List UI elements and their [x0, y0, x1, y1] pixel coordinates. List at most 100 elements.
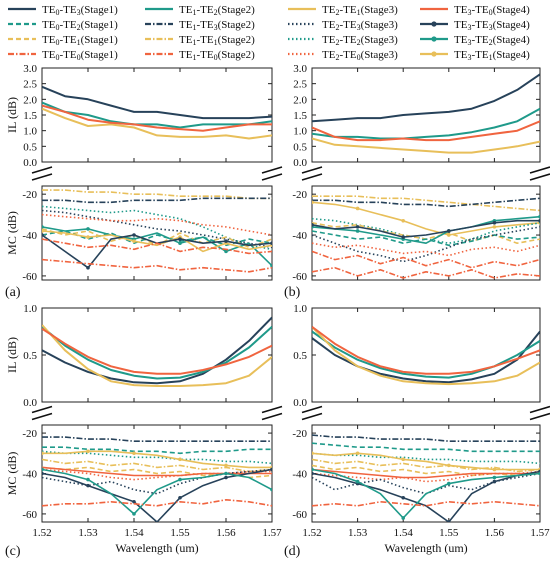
- legend-label-part: -TE: [196, 49, 213, 61]
- series-point: [132, 512, 136, 516]
- y-tick-label: 0.5: [293, 350, 307, 362]
- series-group: [312, 434, 540, 522]
- series-line: [312, 242, 540, 257]
- legend-label: TE2-TE1(Stage3): [322, 4, 398, 17]
- il-subplot: 0.0 0.5 1.0 1.5 2.0 2.5 3.0: [293, 63, 541, 169]
- legend-label-part: (Stage2): [218, 49, 256, 61]
- legend-label-part: TE: [322, 4, 336, 16]
- panel-label: (c): [5, 544, 21, 559]
- series-line: [312, 458, 540, 473]
- legend-label-part: 0: [55, 38, 59, 47]
- legend-label: TE0-TE1(Stage1): [42, 34, 118, 47]
- y-tick-label: 1.0: [293, 303, 307, 315]
- legend-label: TE3-TE2(Stage4): [454, 34, 530, 47]
- legend-label-part: (Stage4): [493, 49, 531, 61]
- series-line: [42, 446, 272, 455]
- y-axis-label: IL (dB): [5, 97, 19, 133]
- series-line: [312, 107, 540, 140]
- legend-label: TE0-TE2(Stage1): [42, 19, 118, 32]
- legend-label-part: TE: [42, 34, 56, 46]
- panel-label: (a): [5, 285, 21, 300]
- legend-label-part: 2: [214, 8, 218, 17]
- series-line: [42, 104, 272, 132]
- axis-break-line: [261, 412, 283, 421]
- axis-break-line: [261, 173, 283, 181]
- series-line: [312, 137, 540, 154]
- series-line: [42, 327, 272, 375]
- series-point: [270, 467, 272, 472]
- legend-label-part: 1: [192, 23, 196, 32]
- legend-label-part: TE: [454, 34, 468, 46]
- series-point: [42, 233, 44, 237]
- legend-label-part: 2: [335, 8, 339, 17]
- legend-label-part: -TE: [196, 19, 213, 31]
- legend-entry: TE0-TE2(Stage1): [8, 19, 118, 32]
- series-point: [132, 233, 136, 237]
- legend-label-part: -TE: [471, 49, 488, 61]
- series-point: [492, 225, 497, 229]
- legend-label-part: -TE: [196, 34, 213, 46]
- x-tick-label: 1.54: [124, 527, 144, 539]
- panel-label: (d): [284, 544, 301, 559]
- series-group: [42, 436, 272, 522]
- series-point: [492, 467, 497, 472]
- legend-label-part: -TE: [339, 19, 356, 31]
- series-point: [224, 239, 228, 243]
- axes-frame: [41, 185, 273, 281]
- legend-label-part: (Stage2): [218, 34, 256, 46]
- axis-break-line: [31, 173, 53, 181]
- legend-label: TE0-TE0(Stage1): [42, 49, 118, 62]
- legend-label-part: (Stage3): [361, 19, 399, 31]
- legend-label-part: 0: [55, 53, 59, 62]
- legend-label-part: (Stage3): [361, 4, 399, 16]
- legend-label-part: 2: [335, 23, 339, 32]
- y-tick-label: 1.5: [23, 110, 37, 122]
- legend-label-part: (Stage4): [493, 34, 531, 46]
- series-line: [42, 85, 272, 120]
- axis-break-line: [529, 405, 550, 414]
- legend-entry: TE1-TE2(Stage2): [145, 4, 255, 17]
- series-point: [178, 477, 182, 482]
- series-line: [42, 107, 272, 140]
- series-line: [42, 466, 272, 477]
- y-tick-label: -40: [22, 469, 37, 481]
- legend-label-part: (Stage3): [361, 34, 399, 46]
- y-tick-label: -40: [292, 230, 307, 242]
- legend-label-part: 2: [335, 38, 339, 47]
- axis-break-mark: [529, 166, 550, 181]
- legend-label-part: 1: [214, 38, 218, 47]
- legend-label-part: 3: [467, 23, 471, 32]
- series-line: [312, 468, 540, 479]
- legend-label-part: (Stage2): [218, 19, 256, 31]
- legend-label-part: -TE: [339, 4, 356, 16]
- series-point: [86, 235, 90, 239]
- y-tick-label: -60: [292, 271, 307, 283]
- y-tick-label: -60: [22, 509, 37, 521]
- legend-label-part: -TE: [471, 4, 488, 16]
- panel-label: (b): [284, 285, 301, 300]
- legend-label: TE2-TE3(Stage3): [322, 19, 398, 32]
- y-tick-label: 2.5: [293, 79, 307, 91]
- axis-break-line: [529, 412, 550, 421]
- series-line: [42, 258, 272, 273]
- legend-label-part: TE: [42, 19, 56, 31]
- series-line: [42, 450, 272, 469]
- legend-label-part: TE: [454, 19, 468, 31]
- series-point: [86, 449, 90, 454]
- y-tick-label: -20: [292, 428, 307, 440]
- series-point: [86, 483, 90, 488]
- x-axis-label: Wavelength (um): [115, 541, 198, 555]
- series-line: [312, 250, 540, 269]
- series-point: [447, 520, 451, 522]
- series-point: [270, 241, 272, 246]
- legend-label-part: 1: [192, 38, 196, 47]
- series-line: [312, 219, 540, 238]
- legend-label-part: (Stage4): [493, 19, 531, 31]
- series-point: [86, 265, 90, 270]
- series-line: [312, 230, 540, 247]
- series-point: [312, 467, 314, 472]
- legend-label-part: 0: [77, 53, 81, 62]
- series-line: [42, 468, 272, 522]
- il-subplot: 0.0 0.5 1.0 1.5 2.0 2.5 3.0 IL (dB): [5, 63, 273, 169]
- legend-label-part: 0: [214, 53, 218, 62]
